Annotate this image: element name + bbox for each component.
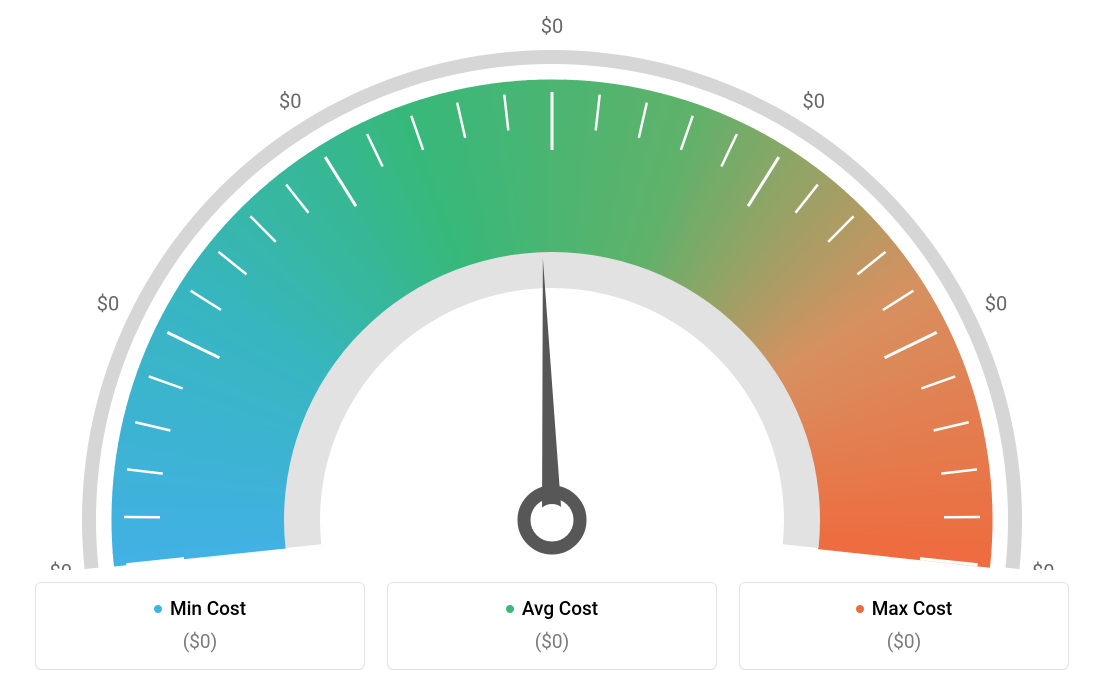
gauge-cost-widget: $0 $0 $0 $0 $0 $0 $0 Min Cost ($0) Avg Cost ($… [0, 0, 1104, 690]
gauge-chart: $0 $0 $0 $0 $0 $0 $0 [42, 10, 1062, 570]
legend-title-max: Max Cost [856, 597, 952, 620]
legend-dot-max [856, 605, 864, 613]
svg-text:$0: $0 [97, 291, 119, 315]
svg-text:$0: $0 [541, 14, 563, 38]
legend-label-min: Min Cost [170, 597, 246, 620]
legend-dot-avg [506, 605, 514, 613]
legend-card-min: Min Cost ($0) [35, 582, 365, 670]
legend-title-min: Min Cost [154, 597, 246, 620]
legend-card-max: Max Cost ($0) [739, 582, 1069, 670]
legend-label-avg: Avg Cost [522, 597, 598, 620]
legend-card-avg: Avg Cost ($0) [387, 582, 717, 670]
svg-text:$0: $0 [279, 89, 301, 113]
legend-value-max: ($0) [750, 630, 1058, 653]
legend-dot-min [154, 605, 162, 613]
legend-label-max: Max Cost [872, 597, 952, 620]
svg-text:$0: $0 [1032, 560, 1054, 570]
gauge-svg: $0 $0 $0 $0 $0 $0 $0 [42, 10, 1062, 570]
legend-title-avg: Avg Cost [506, 597, 598, 620]
svg-text:$0: $0 [985, 291, 1007, 315]
svg-text:$0: $0 [803, 89, 825, 113]
legend-value-min: ($0) [46, 630, 354, 653]
legend-row: Min Cost ($0) Avg Cost ($0) Max Cost ($0… [35, 582, 1069, 670]
svg-text:$0: $0 [49, 560, 71, 570]
legend-value-avg: ($0) [398, 630, 706, 653]
